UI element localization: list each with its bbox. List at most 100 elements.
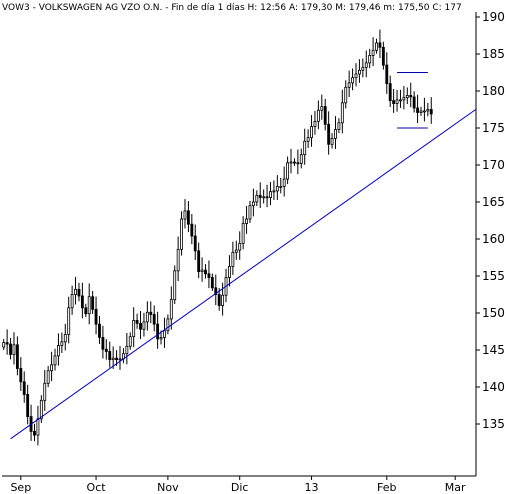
- y-tick-label: 155: [482, 269, 505, 283]
- candle-body: [39, 399, 43, 420]
- candle: [320, 94, 324, 120]
- x-tick-label: Dic: [231, 481, 249, 494]
- candle: [128, 332, 132, 350]
- candle: [371, 37, 375, 67]
- candlestick-series: [2, 29, 433, 446]
- candle-body: [238, 243, 242, 251]
- candle: [70, 285, 74, 315]
- drawing-overlays: [10, 72, 476, 440]
- candle: [2, 338, 6, 350]
- candle: [156, 311, 160, 349]
- candle-body: [426, 109, 430, 112]
- candle: [395, 89, 399, 112]
- header-c: C: 177: [432, 3, 461, 13]
- candle: [381, 41, 385, 70]
- candle: [163, 317, 166, 348]
- candle-body: [43, 382, 47, 401]
- candle: [111, 346, 115, 370]
- candle-body: [139, 322, 142, 330]
- candle: [234, 240, 238, 260]
- candle: [46, 365, 50, 388]
- candle-body: [101, 337, 105, 350]
- candle: [180, 211, 183, 256]
- candle-body: [159, 337, 163, 340]
- candle: [5, 329, 9, 355]
- candle: [67, 296, 71, 344]
- support-trendline: [10, 109, 476, 440]
- candle-body: [128, 336, 132, 347]
- candle-body: [286, 162, 290, 180]
- candle-body: [111, 357, 115, 361]
- candle: [241, 216, 245, 250]
- candle-body: [344, 86, 348, 104]
- candle: [207, 260, 211, 289]
- candle: [98, 315, 101, 344]
- candle-body: [269, 191, 272, 198]
- candle-body: [251, 201, 255, 207]
- candle: [323, 98, 327, 131]
- candle: [22, 371, 26, 403]
- candle: [265, 184, 269, 208]
- candle-body: [132, 319, 136, 338]
- candle-body: [340, 102, 344, 124]
- candle: [63, 323, 67, 351]
- candle-body: [293, 161, 296, 164]
- axes: 135 140 145 150 155 160 165 170 175 180 185 190 Sep O…: [2, 10, 505, 494]
- candle: [94, 296, 98, 335]
- candle-body: [310, 126, 313, 139]
- candle-body: [368, 55, 372, 64]
- candle-body: [166, 318, 170, 332]
- candle: [392, 88, 396, 113]
- candle: [388, 75, 392, 108]
- candle-body: [173, 270, 177, 301]
- candle-body: [422, 110, 426, 113]
- candle: [272, 180, 276, 201]
- candle-body: [50, 364, 54, 372]
- candle: [149, 301, 153, 324]
- candle: [422, 97, 426, 122]
- y-tick-label: 145: [482, 343, 505, 357]
- candle: [310, 115, 313, 147]
- candle: [245, 206, 248, 234]
- candle: [378, 29, 382, 58]
- candle-body: [135, 319, 139, 324]
- candle: [9, 337, 12, 360]
- candle-body: [193, 235, 197, 252]
- candle-body: [217, 294, 221, 307]
- candle-body: [5, 342, 9, 345]
- candle-body: [323, 106, 327, 125]
- candle-body: [296, 162, 300, 165]
- candle-body: [412, 96, 416, 109]
- x-tick-label: 13: [305, 481, 319, 494]
- candle-body: [70, 294, 74, 309]
- candle-body: [98, 323, 101, 338]
- candle-body: [118, 358, 122, 361]
- candle-body: [255, 194, 259, 203]
- candle: [53, 348, 57, 371]
- candle-body: [87, 296, 91, 315]
- candle-body: [306, 137, 310, 142]
- candle-body: [204, 269, 207, 275]
- candle-body: [392, 100, 396, 104]
- candle-body: [53, 355, 57, 366]
- candle: [217, 288, 221, 311]
- y-tick-label: 160: [482, 232, 505, 246]
- candle-body: [419, 110, 423, 113]
- x-tick-label: Nov: [157, 481, 179, 494]
- candle: [251, 188, 255, 217]
- candle-body: [169, 299, 173, 320]
- candle: [74, 276, 77, 305]
- candle: [190, 213, 194, 245]
- candle: [416, 94, 419, 124]
- candle: [204, 264, 207, 279]
- candle: [200, 257, 204, 282]
- candle-body: [375, 42, 378, 51]
- candle-body: [46, 370, 50, 384]
- header-name: VOLKSWAGEN AG VZO O.N.: [39, 3, 163, 13]
- candle: [118, 346, 122, 370]
- candle: [313, 110, 317, 135]
- candle-body: [279, 186, 283, 188]
- candle-body: [334, 129, 337, 139]
- candle: [238, 231, 242, 260]
